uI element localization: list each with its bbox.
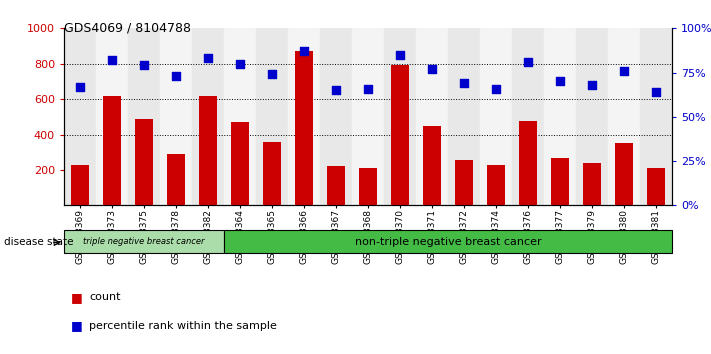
Bar — [192, 28, 224, 205]
Bar — [640, 28, 672, 205]
Text: percentile rank within the sample: percentile rank within the sample — [89, 321, 277, 331]
Bar — [480, 28, 512, 205]
Text: triple negative breast cancer: triple negative breast cancer — [83, 237, 205, 246]
Point — [490, 86, 501, 91]
Bar — [416, 28, 448, 205]
Point — [362, 86, 374, 91]
Bar — [608, 28, 640, 205]
Bar — [288, 28, 320, 205]
Point — [299, 48, 310, 54]
Point — [522, 59, 533, 65]
Text: GDS4069 / 8104788: GDS4069 / 8104788 — [64, 21, 191, 34]
Text: ■: ■ — [71, 319, 83, 332]
Point — [458, 80, 469, 86]
Bar — [647, 168, 665, 205]
Bar — [135, 119, 153, 205]
Bar — [263, 142, 281, 205]
Bar — [224, 230, 672, 253]
Bar — [391, 65, 409, 205]
Bar — [583, 163, 601, 205]
Bar — [487, 165, 505, 205]
Text: ■: ■ — [71, 291, 83, 304]
Bar — [199, 96, 217, 205]
Point — [106, 57, 117, 63]
Bar — [352, 28, 384, 205]
Point — [234, 61, 246, 67]
Bar — [512, 28, 544, 205]
Bar — [128, 28, 160, 205]
Point — [330, 87, 341, 93]
Bar — [551, 159, 569, 205]
Bar — [455, 160, 473, 205]
Point — [75, 84, 85, 90]
Bar — [423, 126, 441, 205]
Bar — [167, 154, 185, 205]
Bar — [160, 28, 192, 205]
Bar — [544, 28, 576, 205]
Bar — [519, 121, 537, 205]
Point — [586, 82, 597, 88]
Bar — [384, 28, 416, 205]
Point — [427, 66, 438, 72]
Bar — [71, 165, 89, 205]
Bar — [64, 230, 224, 253]
Bar — [64, 28, 96, 205]
Point — [138, 63, 149, 68]
Bar — [327, 166, 345, 205]
Bar — [615, 143, 633, 205]
Text: disease state: disease state — [4, 238, 73, 247]
Bar — [448, 28, 480, 205]
Point — [554, 79, 565, 84]
Bar — [224, 28, 256, 205]
Bar — [359, 168, 377, 205]
Text: count: count — [89, 292, 120, 302]
Point — [202, 56, 213, 61]
Bar — [576, 28, 608, 205]
Point — [266, 72, 277, 77]
Bar — [295, 51, 313, 205]
Bar — [320, 28, 352, 205]
Bar — [96, 28, 128, 205]
Point — [618, 68, 630, 74]
Point — [650, 89, 661, 95]
Text: non-triple negative breast cancer: non-triple negative breast cancer — [355, 236, 541, 247]
Point — [394, 52, 405, 58]
Point — [170, 73, 181, 79]
Bar — [256, 28, 288, 205]
Bar — [103, 96, 121, 205]
Bar — [231, 122, 249, 205]
